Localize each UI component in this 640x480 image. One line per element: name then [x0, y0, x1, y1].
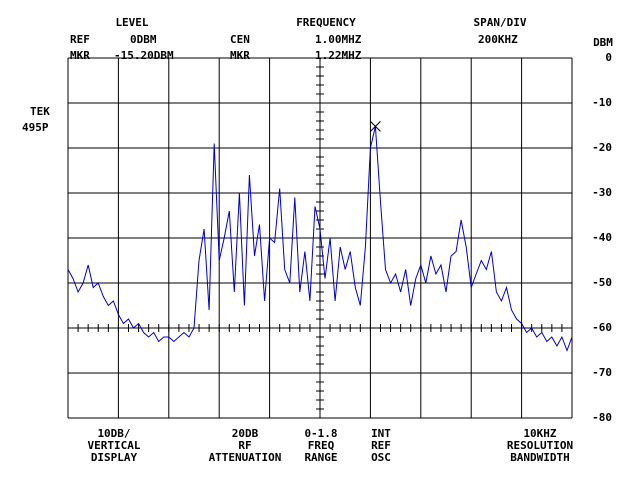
header-label: LEVEL — [115, 16, 148, 29]
header-label: MKR — [70, 49, 90, 62]
footer-label: FREQ — [308, 439, 335, 452]
footer-label: RANGE — [304, 451, 337, 464]
y-tick-label: -60 — [592, 321, 612, 334]
header-label: MKR — [230, 49, 250, 62]
footer-label: BANDWIDTH — [510, 451, 570, 464]
footer-label: 20DB — [232, 427, 259, 440]
y-tick-label: -10 — [592, 96, 612, 109]
plot: 0 -10 -20 -30 -40 -50 -60 -70 -80 — [67, 51, 612, 424]
footer-label: 10KHZ — [523, 427, 556, 440]
footer-label: 0-1.8 — [304, 427, 337, 440]
footer-label: INT — [371, 427, 391, 440]
trace — [67, 126, 573, 352]
header-label: FREQUENCY — [296, 16, 356, 29]
header-value: 0DBM — [130, 33, 157, 46]
y-tick-label: -30 — [592, 186, 612, 199]
footer-label: RF — [238, 439, 251, 452]
header-label: REF — [70, 33, 90, 46]
model-label: TEK — [30, 105, 50, 118]
footer-label: 10DB/ — [97, 427, 130, 440]
y-tick-label: -20 — [592, 141, 612, 154]
unit-label: DBM — [593, 36, 613, 49]
header-value: -15.20DBM — [114, 49, 174, 62]
header-label: SPAN/DIV — [474, 16, 527, 29]
footer-label: ATTENUATION — [209, 451, 282, 464]
y-tick-label: -40 — [592, 231, 612, 244]
header-label: CEN — [230, 33, 250, 46]
footer-label: OSC — [371, 451, 391, 464]
footer-label: DISPLAY — [91, 451, 138, 464]
y-tick-label: -50 — [592, 276, 612, 289]
y-tick-label: -70 — [592, 366, 612, 379]
model-label: 495P — [22, 121, 49, 134]
header-value: 200KHZ — [478, 33, 518, 46]
header-value: 1.22MHZ — [315, 49, 362, 62]
y-tick-label: 0 — [605, 51, 612, 64]
footer-label: VERTICAL — [88, 439, 141, 452]
marker — [370, 121, 381, 132]
y-tick-label: -80 — [592, 411, 612, 424]
footer-label: REF — [371, 439, 391, 452]
footer-label: RESOLUTION — [507, 439, 573, 452]
header-value: 1.00MHZ — [315, 33, 362, 46]
